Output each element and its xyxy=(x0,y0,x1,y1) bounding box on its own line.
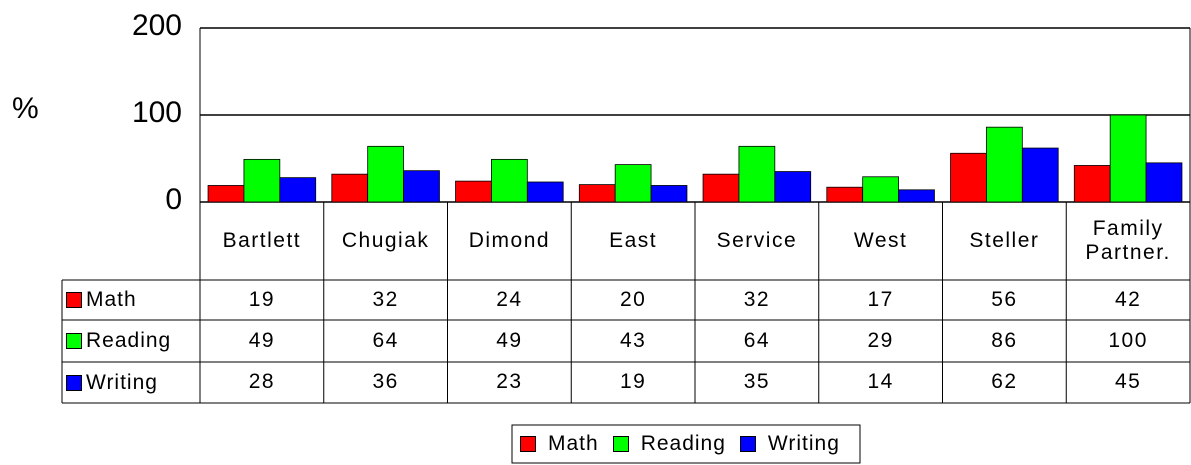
bar xyxy=(526,181,564,203)
table-value: 32 xyxy=(743,287,771,311)
bar xyxy=(491,158,528,203)
table-value: 32 xyxy=(372,287,399,311)
bar xyxy=(738,145,776,203)
legend: Math Reading Writing xyxy=(520,425,846,463)
y-tick-label: 200 xyxy=(131,9,182,42)
table-value: 42 xyxy=(1114,287,1142,311)
bar xyxy=(331,173,369,203)
category-label: Family Partner. xyxy=(1085,216,1171,264)
bar xyxy=(1073,165,1111,203)
bar xyxy=(1109,114,1147,203)
category-label: Service xyxy=(716,228,798,252)
table-value: 23 xyxy=(496,370,523,394)
legend-key xyxy=(520,436,536,452)
bar xyxy=(207,185,245,203)
bar xyxy=(367,145,404,203)
table-value: 20 xyxy=(619,287,647,311)
legend-label: Math xyxy=(548,432,599,455)
category-label: Dimond xyxy=(468,228,551,252)
bar xyxy=(898,189,935,203)
table-value: 35 xyxy=(743,370,771,394)
y-tick-label: 0 xyxy=(165,183,182,216)
bar xyxy=(455,180,492,203)
legend-key xyxy=(739,436,756,452)
category-label: West xyxy=(853,228,908,252)
bar xyxy=(614,164,652,203)
table-value: 62 xyxy=(991,370,1018,394)
category-label: Chugiak xyxy=(341,228,430,252)
legend-key xyxy=(66,333,82,349)
legend-label: Reading xyxy=(640,432,726,455)
legend-label: Writing xyxy=(767,432,840,455)
bar xyxy=(578,184,616,203)
bar xyxy=(826,186,864,203)
bar xyxy=(650,185,688,203)
table-row-header: Writing xyxy=(66,362,158,403)
bar xyxy=(1021,147,1059,203)
bar xyxy=(243,158,281,203)
table-value: 36 xyxy=(372,370,399,394)
bar xyxy=(702,173,740,203)
table-value: 49 xyxy=(496,328,523,352)
table-value: 100 xyxy=(1108,328,1148,352)
table-value: 29 xyxy=(867,328,894,352)
bar xyxy=(986,126,1023,203)
legend-key xyxy=(66,374,82,391)
legend-box xyxy=(511,424,861,464)
table-value: 19 xyxy=(619,370,647,394)
row-label: Reading xyxy=(86,329,172,352)
category-label: Bartlett xyxy=(222,228,302,252)
y-axis-label: % xyxy=(12,92,39,125)
table-row-header: Reading xyxy=(66,320,171,362)
bar xyxy=(862,176,899,203)
table-value: 56 xyxy=(991,287,1018,311)
category-label: East xyxy=(609,228,658,252)
bar xyxy=(950,152,987,203)
legend-key xyxy=(612,436,629,452)
table-value: 64 xyxy=(372,328,399,352)
category-label: Steller xyxy=(969,228,1040,252)
table-value: 17 xyxy=(867,287,894,311)
table-value: 86 xyxy=(991,328,1018,352)
bar xyxy=(774,171,812,203)
table-row-header: Math xyxy=(66,280,137,320)
y-tick-label: 100 xyxy=(131,96,182,129)
table-value: 43 xyxy=(619,328,647,352)
bar xyxy=(279,177,317,203)
table-value: 19 xyxy=(248,287,276,311)
table-value: 45 xyxy=(1114,370,1142,394)
table-value: 28 xyxy=(248,370,276,394)
table-value: 64 xyxy=(743,328,771,352)
table-value: 14 xyxy=(867,370,894,394)
table-value: 49 xyxy=(248,328,276,352)
row-label: Writing xyxy=(86,370,158,394)
bar xyxy=(1145,162,1183,203)
table-value: 24 xyxy=(496,287,523,311)
row-label: Math xyxy=(86,288,137,311)
legend-key xyxy=(66,292,82,308)
bar xyxy=(403,170,440,203)
